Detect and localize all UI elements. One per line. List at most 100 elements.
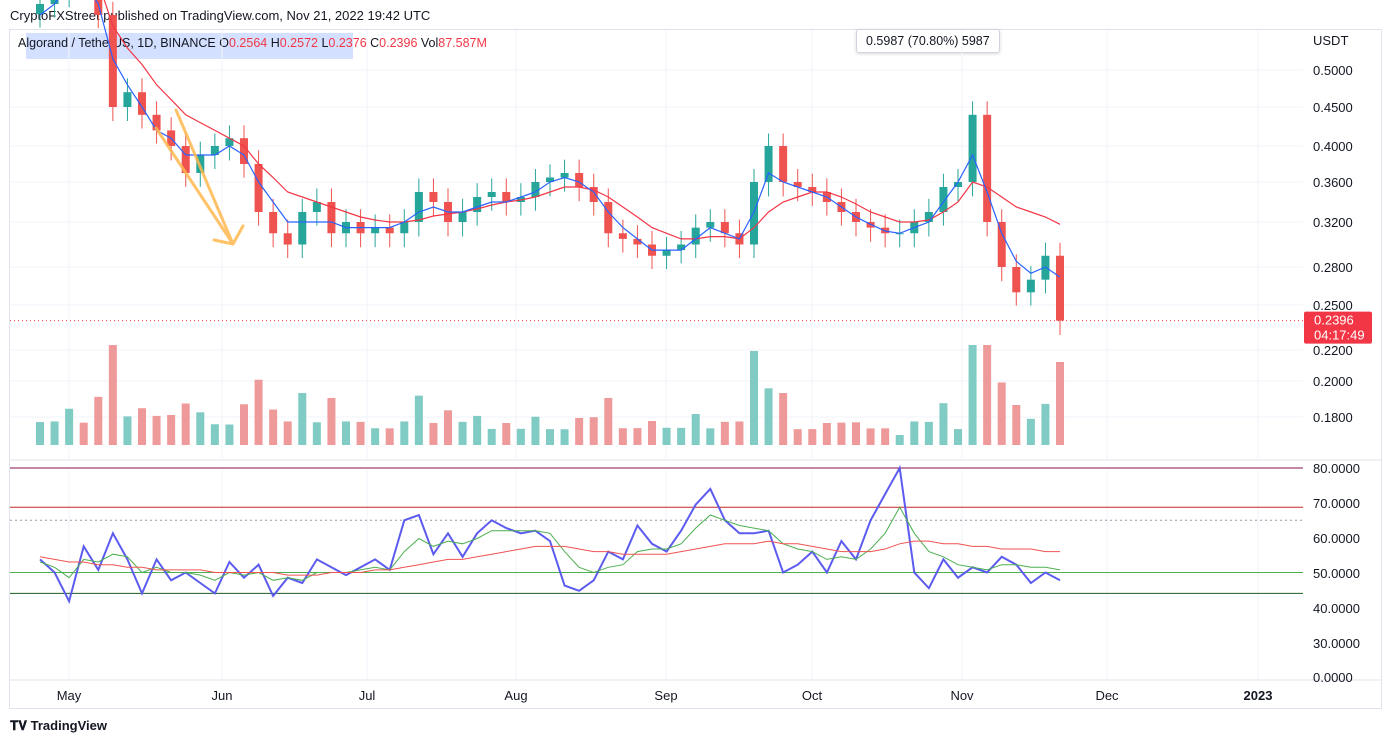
- candle-body: [953, 182, 963, 187]
- candle-body: [283, 233, 292, 245]
- time-axis: May Jun Jul Aug Sep Oct Nov Dec 2023: [57, 688, 1273, 703]
- volume-bar: [633, 428, 642, 445]
- volume-bar: [79, 422, 88, 445]
- volume-bar: [866, 428, 875, 445]
- candle-body: [94, 0, 103, 15]
- candle-body: [312, 202, 321, 212]
- candle-body: [210, 146, 219, 155]
- price-tick-label: 0.4500: [1313, 100, 1353, 115]
- price-tag-box: [1304, 311, 1372, 344]
- price-tick-label: 0.2800: [1313, 260, 1353, 275]
- volume-bar: [152, 415, 161, 445]
- volume-bar: [65, 408, 74, 445]
- volume-bar: [50, 421, 59, 445]
- volume-bar: [706, 428, 715, 445]
- ohlc-close: C0.2396: [370, 36, 418, 50]
- rsi-tick-label: 30.0000: [1313, 636, 1360, 651]
- volume-bar: [735, 421, 744, 445]
- volume-bar: [502, 423, 511, 445]
- volume-bar: [516, 428, 525, 445]
- candle-body: [137, 92, 147, 115]
- candle-body: [808, 187, 817, 192]
- candle-body: [545, 177, 555, 182]
- volume-bar: [254, 379, 263, 445]
- volume-bar: [939, 403, 948, 445]
- tradingview-logo-text: TradingView: [30, 718, 107, 733]
- trend-arrow-drawing[interactable]: [154, 108, 245, 246]
- measure-tool-label[interactable]: 0.5987 (70.80%) 5987: [856, 29, 1000, 53]
- candle-body: [414, 192, 423, 222]
- volume-bar: [341, 421, 351, 445]
- candle-body: [502, 192, 511, 202]
- month-label: Nov: [950, 688, 974, 703]
- rsi-tick-label: 70.0000: [1313, 496, 1360, 511]
- currency-label: USDT: [1313, 33, 1348, 48]
- volume-bar: [487, 428, 496, 445]
- volume-bar: [764, 388, 773, 445]
- volume-bar: [327, 397, 336, 445]
- volume-bar: [808, 429, 817, 445]
- volume-bar: [225, 424, 234, 445]
- candle-body: [1012, 267, 1021, 293]
- candle-body: [50, 0, 59, 4]
- candle-body: [531, 182, 540, 197]
- volume-bar: [1012, 405, 1021, 445]
- candle-body: [924, 212, 933, 222]
- volume-bars: [35, 345, 1065, 445]
- price-tick-label: 0.3600: [1313, 175, 1353, 190]
- price-tick-label: 0.3200: [1313, 215, 1353, 230]
- price-tick-label: 0.4000: [1313, 139, 1353, 154]
- volume-bar: [589, 417, 598, 445]
- candle-body: [997, 222, 1006, 267]
- volume-bar: [35, 422, 45, 445]
- candle-body: [327, 202, 336, 234]
- candle-body: [633, 238, 642, 245]
- volume-bar: [123, 416, 132, 445]
- tradingview-logo[interactable]: 𝐓𝐕 TradingView: [10, 718, 107, 734]
- candle-body: [604, 202, 613, 234]
- volume-bar: [94, 396, 103, 445]
- volume-bar: [181, 403, 190, 445]
- candle-body: [691, 227, 700, 245]
- rsi-tick-label: 80.0000: [1313, 461, 1360, 476]
- symbol-legend[interactable]: Algorand / TetherUS, 1D, BINANCE O0.2564…: [18, 36, 487, 50]
- volume-bar: [647, 421, 657, 445]
- volume-bar: [560, 429, 569, 445]
- rsi-series-line: [39, 464, 1061, 604]
- volume-bar: [400, 421, 409, 445]
- candle-body: [706, 222, 715, 228]
- volume-bar: [283, 421, 292, 445]
- volume-bar: [618, 428, 627, 445]
- candle-body: [429, 192, 438, 202]
- volume-bar: [210, 424, 219, 445]
- volume-bar: [983, 345, 992, 445]
- volume-bar: [662, 427, 671, 445]
- ohlc-open: O0.2564: [219, 36, 268, 50]
- volume-bar: [953, 429, 963, 445]
- candle-body: [152, 114, 161, 131]
- chart-frame: [9, 29, 1382, 709]
- candle-body: [371, 227, 380, 234]
- month-label: Jun: [212, 688, 233, 703]
- grid-lines: [10, 30, 1382, 681]
- volume-bar: [1055, 362, 1065, 445]
- candle-body: [575, 173, 584, 187]
- volume-bar: [837, 422, 846, 445]
- volume-bar: [851, 422, 861, 445]
- trend-arrow: [154, 108, 245, 246]
- candle-body: [487, 192, 496, 197]
- ohlc-volume: Vol87.587M: [420, 36, 487, 50]
- volume-bar: [1041, 403, 1050, 445]
- candlesticks[interactable]: [35, 0, 1065, 335]
- volume-bar: [312, 422, 321, 445]
- month-label: 2023: [1244, 688, 1273, 703]
- rsi-panel: [10, 464, 1303, 604]
- rsi-series-line: [39, 506, 1061, 581]
- month-label: Aug: [504, 688, 527, 703]
- candle-body: [983, 114, 992, 222]
- candle-body: [108, 15, 117, 107]
- volume-bar: [604, 397, 613, 445]
- volume-bar: [239, 404, 249, 445]
